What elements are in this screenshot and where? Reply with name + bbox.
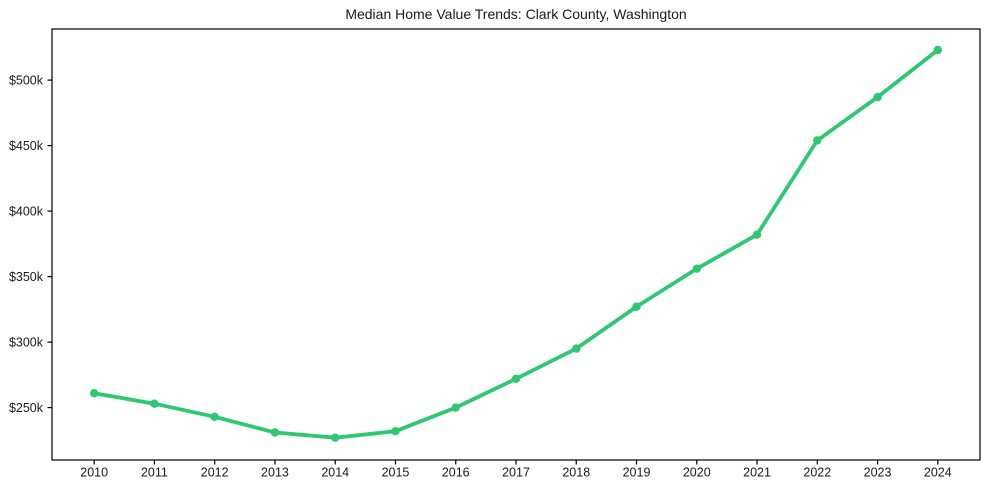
data-point (511, 374, 521, 383)
data-point (331, 433, 340, 442)
x-tick-label: 2021 (743, 466, 771, 480)
x-tick-label: 2020 (683, 466, 711, 480)
data-point (572, 344, 581, 353)
data-point (270, 428, 280, 437)
data-point (813, 136, 822, 145)
data-point (752, 230, 762, 239)
data-point (451, 403, 460, 412)
x-tick-label: 2014 (321, 466, 349, 480)
x-tick-label: 2010 (80, 466, 108, 480)
x-tick-label: 2017 (502, 466, 530, 480)
y-tick-label: $400k (9, 204, 44, 218)
x-tick-label: 2019 (623, 466, 651, 480)
x-tick-label: 2023 (864, 466, 892, 480)
data-point (632, 302, 641, 311)
x-tick-label: 2016 (442, 466, 470, 480)
x-tick-label: 2018 (562, 466, 590, 480)
y-tick-label: $300k (9, 335, 44, 349)
data-point (391, 427, 400, 436)
plot-border (51, 28, 981, 461)
y-tick-label: $450k (9, 139, 44, 153)
x-tick-label: 2012 (201, 466, 229, 480)
y-tick-label: $250k (9, 401, 44, 415)
data-point (873, 92, 882, 102)
data-point (90, 389, 99, 398)
x-tick-label: 2013 (261, 466, 289, 480)
x-tick-label: 2015 (382, 466, 410, 480)
x-tick-label: 2011 (141, 466, 168, 480)
x-tick-label: 2022 (803, 466, 831, 480)
data-point (692, 264, 701, 273)
chart-title: Median Home Value Trends: Clark County, … (345, 6, 686, 22)
y-tick-label: $350k (9, 270, 44, 284)
data-point (150, 399, 159, 408)
x-tick-label: 2024 (924, 466, 952, 480)
data-point (933, 45, 942, 55)
y-tick-label: $500k (9, 73, 44, 87)
data-point (210, 412, 219, 421)
